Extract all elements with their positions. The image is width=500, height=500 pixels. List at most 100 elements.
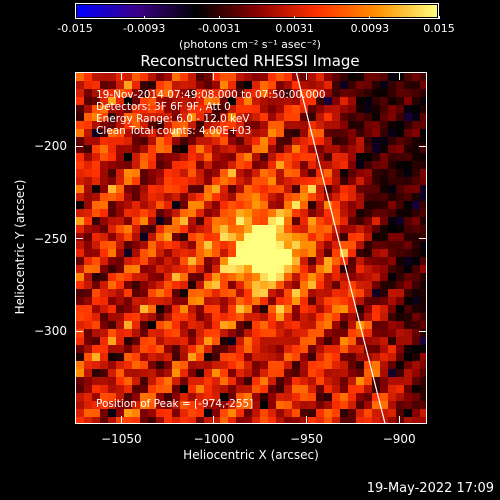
heatmap-cell: [332, 313, 341, 322]
heatmap-cell: [164, 161, 173, 170]
heatmap-cell: [388, 105, 397, 114]
heatmap-cell: [196, 361, 205, 370]
heatmap-cell: [348, 305, 357, 314]
heatmap-cell: [132, 353, 141, 362]
heatmap-cell: [396, 321, 405, 330]
heatmap-cell: [300, 185, 309, 194]
heatmap-cell: [412, 217, 421, 226]
heatmap-cell: [396, 281, 405, 290]
heatmap-cell: [140, 385, 149, 394]
heatmap-cell: [396, 161, 405, 170]
heatmap-cell: [196, 257, 205, 266]
heatmap-cell: [140, 401, 149, 410]
heatmap-cell: [380, 153, 389, 162]
heatmap-cell: [340, 337, 349, 346]
heatmap-cell: [316, 417, 325, 423]
heatmap-cell: [388, 193, 397, 202]
heatmap-cell: [420, 265, 426, 274]
heatmap-cell: [372, 281, 381, 290]
heatmap-cell: [332, 321, 341, 330]
heatmap-cell: [356, 121, 365, 130]
heatmap-cell: [316, 369, 325, 378]
heatmap-cell: [92, 193, 101, 202]
heatmap-cell: [148, 81, 157, 90]
heatmap-cell: [260, 241, 269, 250]
heatmap-cell: [340, 417, 349, 423]
heatmap-cell: [156, 409, 165, 418]
heatmap-cell: [372, 177, 381, 186]
heatmap-cell: [76, 377, 85, 386]
heatmap-cell: [260, 81, 269, 90]
heatmap-cell: [348, 193, 357, 202]
heatmap-cell: [204, 305, 213, 314]
heatmap-cell: [84, 185, 93, 194]
heatmap-cell: [300, 377, 309, 386]
heatmap-cell: [356, 409, 365, 418]
heatmap-cell: [188, 217, 197, 226]
heatmap-cell: [76, 353, 85, 362]
heatmap-cell: [260, 385, 269, 394]
heatmap-cell: [404, 73, 413, 82]
heatmap-cell: [76, 105, 85, 114]
heatmap-cell: [356, 129, 365, 138]
heatmap-cell: [148, 201, 157, 210]
heatmap-cell: [332, 201, 341, 210]
heatmap-cell: [332, 345, 341, 354]
heatmap-cell: [356, 361, 365, 370]
heatmap-cell: [188, 385, 197, 394]
heatmap-cell: [236, 369, 245, 378]
heatmap-cell: [332, 193, 341, 202]
heatmap-cell: [140, 129, 149, 138]
heatmap-cell: [372, 257, 381, 266]
heatmap-cell: [236, 137, 245, 146]
heatmap-cell: [372, 97, 381, 106]
heatmap-cell: [388, 353, 397, 362]
heatmap-cell: [172, 369, 181, 378]
heatmap-cell: [380, 361, 389, 370]
heatmap-cell: [196, 89, 205, 98]
heatmap-cell: [212, 225, 221, 234]
heatmap-cell: [324, 185, 333, 194]
heatmap-cell: [252, 73, 261, 82]
heatmap-cell: [92, 377, 101, 386]
heatmap-cell: [396, 177, 405, 186]
heatmap-cell: [84, 177, 93, 186]
heatmap-cell: [236, 113, 245, 122]
heatmap-cell: [324, 169, 333, 178]
heatmap-cell: [396, 329, 405, 338]
heatmap-cell: [124, 121, 133, 130]
heatmap-cell: [340, 105, 349, 114]
heatmap-cell: [124, 209, 133, 218]
heatmap-cell: [116, 393, 125, 402]
heatmap-cell: [380, 313, 389, 322]
heatmap-cell: [388, 121, 397, 130]
heatmap-cell: [412, 249, 421, 258]
heatmap-cell: [380, 81, 389, 90]
heatmap-cell: [244, 169, 253, 178]
heatmap-cell: [140, 217, 149, 226]
heatmap-cell: [212, 409, 221, 418]
heatmap-cell: [404, 401, 413, 410]
heatmap-cell: [172, 81, 181, 90]
heatmap-cell: [164, 297, 173, 306]
heatmap-cell: [100, 385, 109, 394]
heatmap-cell: [220, 393, 229, 402]
heatmap-cell: [228, 193, 237, 202]
heatmap-cell: [244, 337, 253, 346]
heatmap-cell: [212, 329, 221, 338]
heatmap-cell: [100, 145, 109, 154]
heatmap-cell: [212, 345, 221, 354]
heatmap-cell: [268, 273, 277, 282]
heatmap-cell: [220, 345, 229, 354]
heatmap-cell: [188, 97, 197, 106]
heatmap-cell: [172, 177, 181, 186]
heatmap-cell: [116, 233, 125, 242]
heatmap-cell: [404, 297, 413, 306]
heatmap-cell: [284, 385, 293, 394]
heatmap-cell: [220, 153, 229, 162]
heatmap-cell: [356, 73, 365, 82]
heatmap-cell: [404, 385, 413, 394]
heatmap-cell: [172, 401, 181, 410]
heatmap-cell: [132, 409, 141, 418]
heatmap-cell: [364, 409, 373, 418]
